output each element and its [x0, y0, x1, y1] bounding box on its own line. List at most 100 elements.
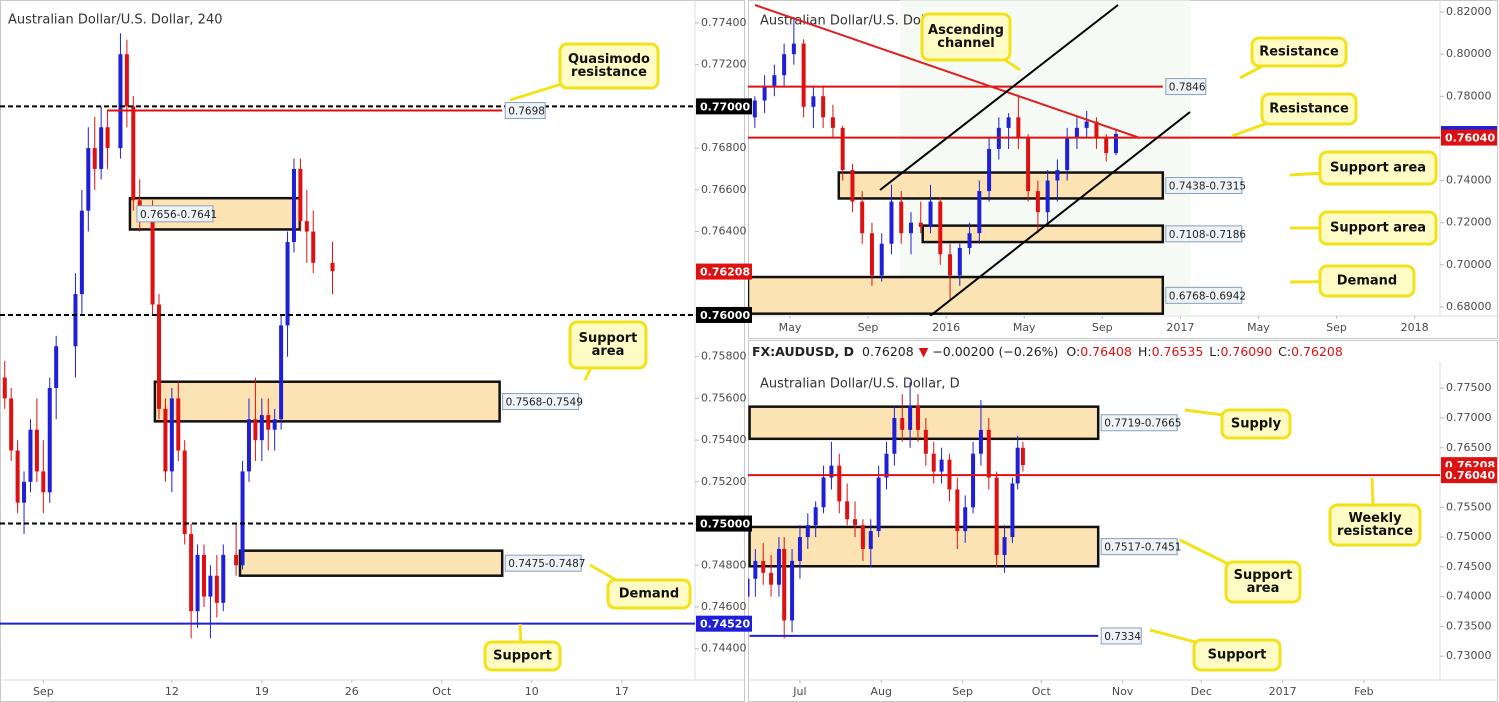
candle-body: [86, 148, 91, 211]
y-tick-label: 0.76800: [701, 141, 747, 154]
price-tag: [696, 98, 752, 115]
candle-body: [176, 398, 181, 451]
y-tick-label: 0.77400: [701, 16, 747, 29]
zone-label-box: [136, 205, 214, 223]
y-tick-label: 0.76500: [1446, 441, 1492, 454]
candle-body: [957, 247, 962, 276]
candle-body: [1026, 138, 1031, 192]
callout-box: [1224, 560, 1302, 604]
y-tick-label: 0.72000: [1446, 216, 1492, 229]
channel-line: [929, 111, 1191, 316]
quote-field-value: 0.76408: [1080, 344, 1132, 359]
price-tag-label: 0.76000: [700, 309, 750, 322]
candle-body: [928, 201, 933, 227]
zone-label: 0.7517-0.7451: [1104, 542, 1181, 554]
candle-body: [1055, 170, 1060, 181]
x-tick-label: Aug: [871, 685, 892, 698]
candle-body: [939, 459, 944, 472]
y-tick-label: 0.75600: [701, 391, 747, 404]
candle-body: [971, 453, 976, 508]
candle-body: [840, 127, 845, 171]
candle-body: [259, 415, 264, 441]
y-tick-label: 0.74600: [701, 600, 747, 613]
candle-body: [1006, 117, 1011, 128]
candle-body: [34, 429, 39, 472]
channel-line: [879, 4, 1119, 191]
callout-text: area: [1247, 581, 1280, 596]
callout-box: [483, 640, 562, 672]
callout-box: [1318, 210, 1438, 246]
quote-field-label: H:: [1138, 344, 1152, 359]
callout-box: [1260, 92, 1358, 126]
callout-box: [1328, 503, 1422, 547]
x-tick-label: Sep: [952, 685, 973, 698]
candle-body: [1094, 121, 1099, 139]
price-tag-label: 0.76040: [1445, 132, 1495, 145]
x-tick-label: Sep: [33, 685, 54, 698]
y-tick-label: 0.75000: [1446, 530, 1492, 543]
candle-body: [908, 222, 913, 234]
candle-body: [1016, 117, 1021, 139]
candle-body: [938, 201, 943, 255]
callout-text: Weekly: [1348, 511, 1402, 526]
candle-body: [1084, 121, 1089, 128]
callout-text: Demand: [1337, 274, 1398, 289]
callout-box: [568, 320, 648, 370]
callout-text: Support area: [1330, 221, 1426, 236]
candle-body: [860, 201, 865, 234]
candle-body: [776, 548, 781, 585]
quote-field-label: L:: [1209, 344, 1220, 359]
candle-body: [987, 148, 992, 192]
x-tick-label: May: [1013, 321, 1036, 334]
callout-text: Supply: [1231, 417, 1282, 432]
candle-body: [1065, 138, 1070, 171]
candle-body: [797, 537, 802, 561]
level-label: 0.7334: [1104, 631, 1141, 643]
x-tick-label: 2016: [932, 321, 960, 334]
x-tick-label: Oct: [1032, 685, 1052, 698]
candle-body: [272, 419, 277, 430]
overlay-layer: 0.7656-0.7641 0.7568-0.7549 0.7475-0.7487 0…: [136, 12, 1497, 672]
candle-body: [124, 54, 129, 107]
quote-field-value: 0.76535: [1152, 344, 1204, 359]
candle-body: [1113, 133, 1118, 154]
zone-label-box: [1165, 225, 1243, 243]
candle-body: [1035, 191, 1040, 213]
zone-label-box: [1165, 286, 1243, 304]
candle-body: [923, 429, 928, 454]
candle-body: [92, 148, 97, 169]
callout-text: resistance: [571, 65, 647, 80]
callout-box: [1250, 36, 1348, 68]
price-tag: [696, 263, 752, 280]
x-tick-label: 17: [615, 685, 629, 698]
y-tick-label: 0.82000: [1446, 5, 1492, 18]
candle-body: [782, 548, 787, 621]
candle-body: [853, 519, 858, 526]
y-tick-label: 0.76600: [701, 183, 747, 196]
y-tick-label: 0.78000: [1446, 89, 1492, 102]
level-label-box: [504, 102, 546, 120]
candle-body: [748, 578, 750, 597]
callout-box: [606, 578, 692, 610]
x-tick-label: Sep: [1092, 321, 1113, 334]
candle-body: [805, 525, 810, 538]
trend-lines: [754, 4, 1191, 316]
candle-body: [845, 501, 850, 520]
zone-label-box: [1165, 176, 1243, 194]
quote-bar: FX:AUDUSD, D 0.76208 ▼ −0.00200 (−0.26%) O:0…: [752, 344, 1343, 359]
zone: [238, 549, 504, 577]
candle-body: [1045, 180, 1050, 213]
y-tick-label: 0.76400: [701, 225, 747, 238]
candle-body: [157, 304, 162, 409]
zone-label: 0.7719-0.7665: [1104, 418, 1181, 430]
zone-label: 0.7108-0.7186: [1169, 229, 1247, 241]
candle-body: [963, 507, 968, 532]
candle-body: [1010, 483, 1015, 538]
candle-body: [73, 294, 78, 347]
zone-label: 0.6768-0.6942: [1169, 290, 1246, 302]
x-tick-label: May: [779, 321, 802, 334]
candle-body: [169, 398, 174, 472]
candle-body: [769, 572, 774, 585]
x-tick-label: 12: [165, 685, 179, 698]
